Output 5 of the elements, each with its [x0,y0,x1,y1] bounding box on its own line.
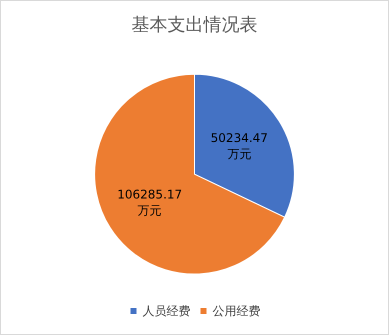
data-label: 106285.17 万元 [117,187,182,218]
legend-label: 人员经费 [142,304,190,318]
data-label: 50234.47 万元 [210,130,268,161]
chart-title: 基本支出情况表 [132,14,258,36]
legend-label: 公用经费 [212,304,260,318]
